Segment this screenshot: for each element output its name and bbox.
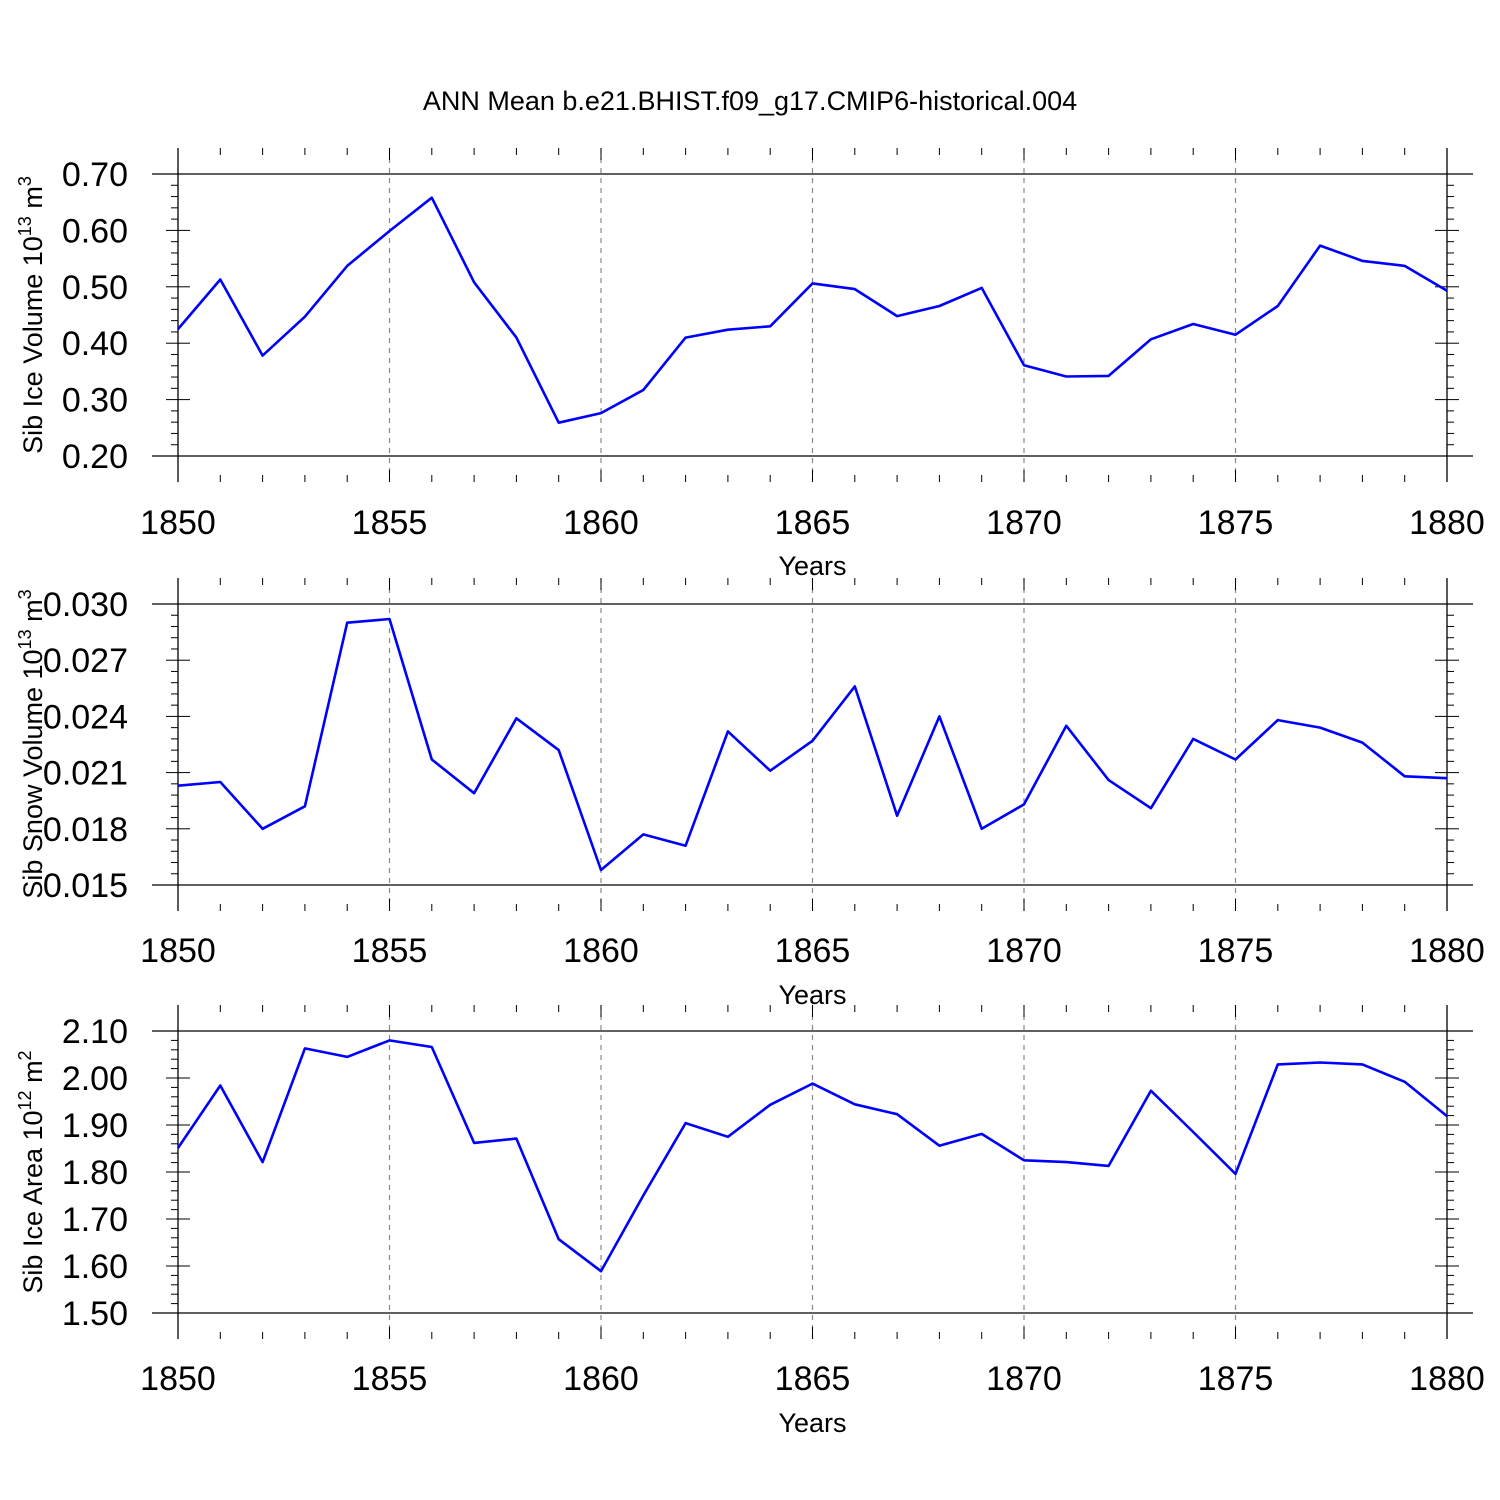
y-tick-label: 0.70 — [62, 156, 128, 194]
panel-3: 1.50 1.60 1.70 1.80 1.90 2.00 2.10 1850 1855 1860… — [15, 1005, 1485, 1438]
series-line — [176, 1039, 1448, 1273]
x-tick-label: 1875 — [1198, 932, 1274, 970]
x-tick-label: 1855 — [352, 1360, 428, 1398]
x-tick-label: 1870 — [986, 504, 1062, 542]
y-tick-label: 0.030 — [43, 586, 128, 624]
x-axis-label: Years — [778, 1408, 846, 1438]
x-tick-label: 1850 — [140, 1360, 216, 1398]
x-tick-label: 1855 — [352, 932, 428, 970]
x-tick-label: 1850 — [140, 504, 216, 542]
x-tick-label: 1860 — [563, 504, 639, 542]
y-tick-label: 2.00 — [62, 1060, 128, 1098]
y-tick-label: 0.018 — [43, 811, 128, 849]
x-tick-label: 1870 — [986, 932, 1062, 970]
x-tick-label: 1865 — [775, 932, 851, 970]
y-tick-label: 1.70 — [62, 1201, 128, 1239]
series-line — [177, 196, 1448, 425]
y-tick-label: 0.60 — [62, 212, 128, 250]
y-axis-label: Sib Snow Volume 1013 m3 — [15, 589, 48, 898]
panel-2: 0.015 0.018 0.021 0.024 0.027 0.030 1850 1855 18… — [15, 578, 1485, 1010]
y-axis-label: Sib Ice Area 1012 m2 — [15, 1050, 48, 1293]
x-tick-label: 1880 — [1409, 504, 1485, 542]
x-tick-label: 1880 — [1409, 1360, 1485, 1398]
y-tick-label: 1.90 — [62, 1107, 128, 1145]
y-tick-label: 0.027 — [43, 642, 128, 680]
y-tick-label: 0.40 — [62, 325, 128, 363]
panel-1: 0.20 0.30 0.40 0.50 0.60 0.70 1850 1855 1860 1865… — [15, 148, 1485, 581]
y-tick-label: 1.50 — [62, 1295, 128, 1333]
x-tick-label: 1865 — [775, 504, 851, 542]
series-line — [177, 617, 1448, 872]
y-tick-label: 1.60 — [62, 1248, 128, 1286]
x-axis-label: Years — [778, 551, 846, 581]
y-tick-label: 0.024 — [43, 698, 128, 736]
x-tick-label: 1875 — [1198, 504, 1274, 542]
y-tick-label: 1.80 — [62, 1154, 128, 1192]
y-tick-label: 0.30 — [62, 382, 128, 420]
y-tick-label: 0.20 — [62, 438, 128, 476]
y-tick-label: 0.50 — [62, 269, 128, 307]
x-tick-label: 1875 — [1198, 1360, 1274, 1398]
y-tick-label: 0.015 — [43, 867, 128, 905]
x-tick-label: 1860 — [563, 1360, 639, 1398]
x-tick-label: 1870 — [986, 1360, 1062, 1398]
y-axis-label: Sib Ice Volume 1013 m3 — [15, 176, 48, 454]
x-tick-label: 1855 — [352, 504, 428, 542]
x-tick-label: 1880 — [1409, 932, 1485, 970]
panels: 0.20 0.30 0.40 0.50 0.60 0.70 1850 1855 1860 1865… — [15, 148, 1485, 1438]
x-tick-label: 1860 — [563, 932, 639, 970]
y-tick-label: 2.10 — [62, 1013, 128, 1051]
figure-title: ANN Mean b.e21.BHIST.f09_g17.CMIP6-histo… — [423, 86, 1077, 116]
x-tick-label: 1850 — [140, 932, 216, 970]
y-tick-label: 0.021 — [43, 755, 128, 793]
x-tick-label: 1865 — [775, 1360, 851, 1398]
